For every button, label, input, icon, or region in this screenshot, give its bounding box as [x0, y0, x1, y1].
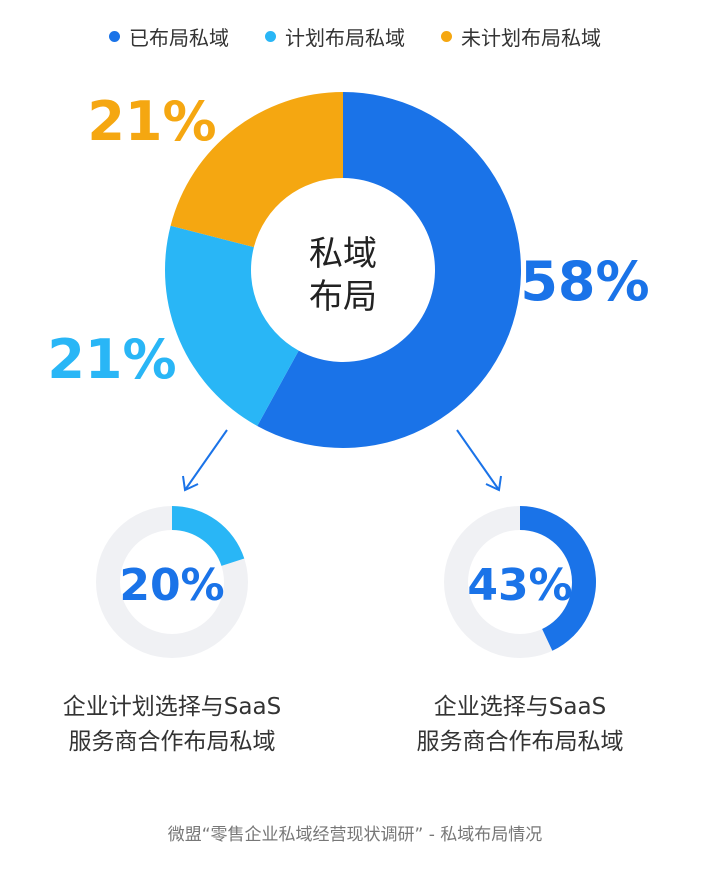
main-donut-chart — [164, 92, 522, 448]
chart-legend: 已布局私域 计划布局私域 未计划布局私域 — [0, 22, 710, 51]
center-label-line-1: 私域 — [309, 234, 377, 274]
sub-right-value-label: 43% — [467, 560, 572, 611]
legend-label-1: 计划布局私域 — [285, 26, 405, 50]
legend-item-2: 未计划布局私域 — [441, 22, 601, 51]
sub-left-hole — [120, 530, 224, 634]
sub-left-caption-line-1: 企业计划选择与SaaS — [62, 694, 282, 720]
main-value-label-1: 21% — [47, 328, 176, 391]
center-label-line-2: 布局 — [309, 277, 377, 317]
sub-right-slice — [520, 506, 596, 651]
sub-left-caption-line-2: 服务商合作布局私域 — [68, 729, 276, 755]
legend-dot-0 — [109, 31, 120, 42]
sub-left-caption: 企业计划选择与SaaS 服务商合作布局私域 — [22, 690, 322, 760]
legend-label-0: 已布局私域 — [129, 26, 229, 50]
main-donut-slice-0 — [257, 92, 522, 448]
main-donut-slice-2 — [170, 92, 343, 248]
sub-left-slice — [172, 506, 245, 566]
sub-right-caption-line-2: 服务商合作布局私域 — [416, 729, 624, 755]
main-donut-slice-1 — [164, 225, 299, 426]
sub-right-hole — [468, 530, 572, 634]
sub-left-value-label: 20% — [119, 560, 224, 611]
sub-right-caption: 企业选择与SaaS 服务商合作布局私域 — [370, 690, 670, 760]
sub-right-caption-line-1: 企业选择与SaaS — [433, 694, 607, 720]
main-value-label-2: 21% — [87, 90, 216, 153]
main-value-label-0: 58% — [520, 250, 649, 313]
legend-label-2: 未计划布局私域 — [461, 26, 601, 50]
legend-dot-1 — [265, 31, 276, 42]
legend-item-0: 已布局私域 — [109, 22, 229, 51]
arrow-left — [182, 429, 228, 492]
legend-item-1: 计划布局私域 — [265, 22, 405, 51]
arrow-right — [456, 429, 502, 492]
sub-donut-right — [444, 506, 596, 658]
source-note: 微盟“零售企业私域经营现状调研” - 私域布局情况 — [167, 825, 543, 845]
legend-dot-2 — [441, 31, 452, 42]
sub-donut-left — [96, 506, 248, 658]
